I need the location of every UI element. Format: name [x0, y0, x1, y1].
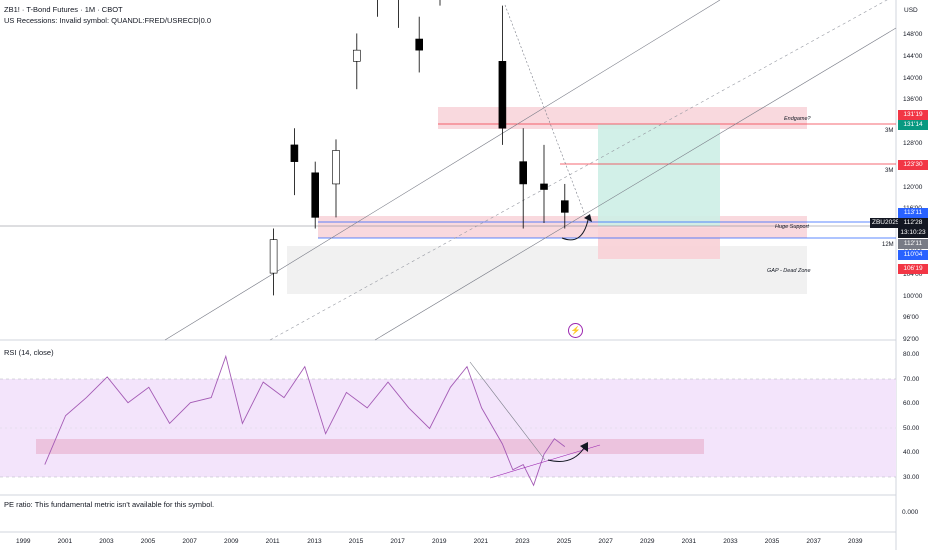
price-tick: 136'00	[903, 96, 923, 104]
candle-body	[332, 150, 340, 185]
candle-body	[290, 144, 299, 162]
candle-body	[352, 49, 361, 62]
price-tick: 100'00	[903, 292, 923, 300]
rsi-tick: 70.00	[903, 375, 920, 383]
time-tick: 2015	[348, 538, 364, 545]
candle-body	[498, 61, 507, 129]
price-tick: 148'00	[903, 31, 923, 38]
huge-support-label: Huge Support	[775, 224, 809, 230]
long-stop-zone	[598, 228, 720, 259]
time-tick: 2025	[556, 538, 572, 545]
price-tag: 112'11	[898, 239, 928, 249]
time-tick: 2017	[390, 538, 405, 545]
time-tick: 2005	[140, 538, 156, 545]
support-zone	[318, 216, 807, 238]
label-3m-a: 3M	[885, 128, 894, 134]
price-tag: 131'19	[898, 110, 928, 120]
endgame-label: Endgame?	[784, 116, 811, 122]
chart-title: ZB1! · T-Bond Futures · 1M · CBOT	[4, 5, 123, 14]
candle-body	[540, 183, 548, 190]
rsi-tick: 60.00	[903, 400, 920, 407]
currency-label: USD	[904, 7, 918, 14]
rsi-line	[44, 354, 566, 487]
price-tag: 131'14	[898, 120, 928, 130]
price-tag: ZBU2025	[870, 218, 900, 228]
pe-ratio-label: PE ratio: This fundamental metric isn't …	[4, 500, 215, 509]
time-tick: 2021	[473, 538, 489, 545]
time-tick: 2039	[848, 538, 863, 545]
time-tick: 2001	[57, 538, 73, 545]
time-tick: 1999	[16, 538, 31, 545]
candle-body	[560, 200, 569, 213]
price-tick: 104'00	[903, 270, 923, 278]
price-tick: 140'00	[903, 74, 923, 82]
price-tick: 120'00	[903, 183, 923, 191]
endgame-zone	[438, 107, 807, 129]
curved-arrow-rsi	[547, 447, 585, 462]
recession-indicator-label: US Recessions: Invalid symbol: QUANDL:FR…	[4, 16, 212, 25]
gap-label: GAP - Dead Zone	[767, 268, 811, 274]
price-tag: 113'11	[898, 208, 928, 218]
price-tick: 92'00	[903, 336, 919, 344]
time-tick: 2009	[224, 538, 239, 545]
time-tick: 2011	[265, 538, 280, 545]
price-tag: 110'04	[898, 250, 928, 260]
time-tick: 2023	[515, 538, 530, 545]
price-tick: 96'00	[903, 314, 919, 322]
time-tick: 2035	[764, 538, 780, 545]
price-tick: 128'00	[903, 140, 923, 147]
lightning-icon[interactable]: ⚡	[568, 323, 583, 338]
pe-ratio-value: 0.000	[902, 509, 919, 516]
rsi-tick: 40.00	[903, 449, 920, 456]
price-tag: 123'30	[898, 160, 928, 170]
candle-body	[415, 38, 424, 51]
curved-arrow-price	[561, 219, 589, 241]
candle-body	[519, 161, 528, 185]
label-12m: 12M	[882, 242, 894, 248]
time-tick: 2007	[182, 538, 197, 545]
gap-dead-zone	[287, 246, 807, 294]
time-tick: 2019	[432, 538, 447, 545]
price-tag: 13:10:23	[898, 228, 928, 238]
candle-body	[269, 239, 278, 274]
price-tag: 112'28	[898, 218, 928, 228]
time-tick: 2027	[598, 538, 613, 545]
rsi-support-zone	[36, 439, 704, 454]
price-tag: 106'19	[898, 264, 928, 274]
time-tick: 2037	[806, 538, 821, 545]
long-target-zone	[598, 124, 720, 226]
rsi-tick: 50.00	[903, 424, 920, 432]
price-tick: 144'00	[903, 52, 923, 60]
time-tick: 2003	[99, 538, 114, 545]
time-tick: 2029	[640, 538, 655, 545]
rsi-label[interactable]: RSI (14, close)	[4, 348, 54, 357]
time-tick: 2013	[307, 538, 322, 545]
rsi-tick: 80.00	[903, 351, 920, 358]
time-tick: 2033	[723, 538, 738, 545]
candle-body	[311, 172, 320, 218]
rsi-tick: 30.00	[903, 473, 920, 481]
label-3m-b: 3M	[885, 168, 894, 174]
time-tick: 2031	[681, 538, 697, 545]
candlestick-series	[269, 0, 569, 296]
